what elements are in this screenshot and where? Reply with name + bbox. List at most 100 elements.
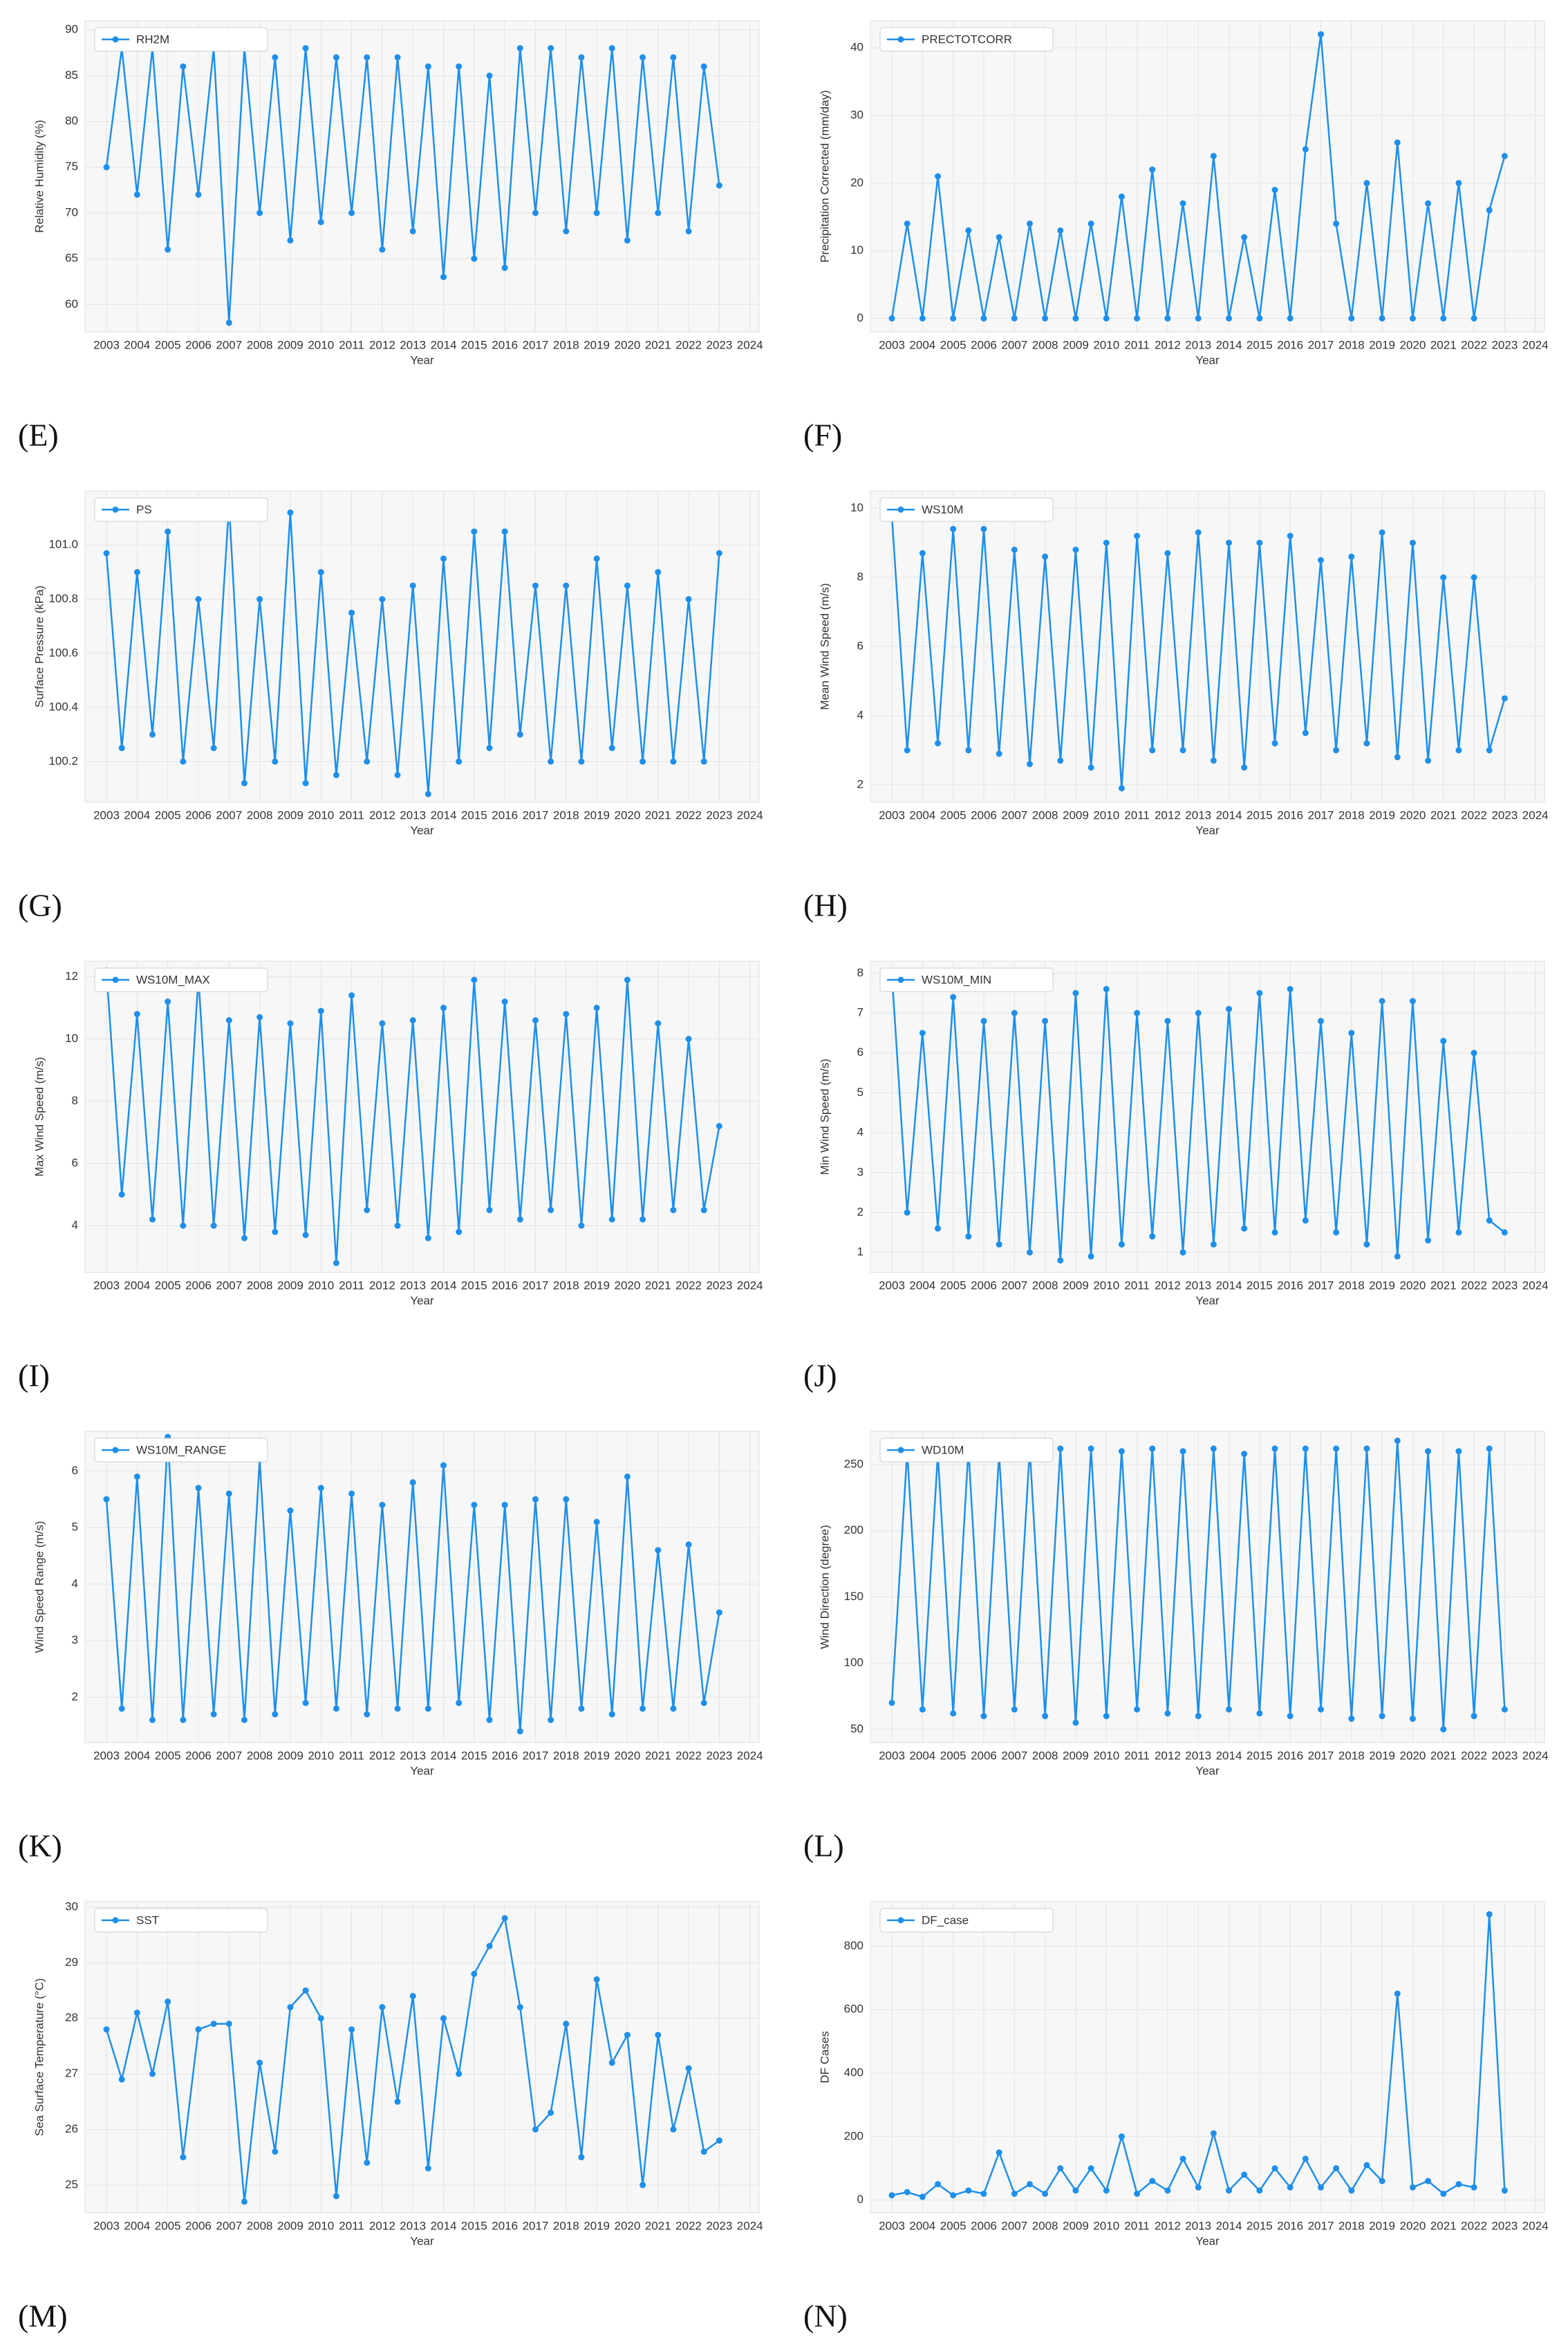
x-tick-label: 2005 (940, 1749, 967, 1762)
data-point (532, 1017, 539, 1023)
data-point (364, 758, 371, 765)
data-point (935, 2181, 941, 2188)
data-point (1455, 1448, 1462, 1455)
data-point (1088, 220, 1094, 227)
data-point (655, 1020, 662, 1027)
y-axis-label: Wind Speed Range (m/s) (32, 1521, 46, 1653)
data-point (700, 1207, 707, 1214)
x-tick-label: 2017 (1308, 1279, 1334, 1292)
x-tick-label: 2010 (1093, 2219, 1119, 2232)
x-tick-label: 2018 (553, 1749, 579, 1762)
y-tick-label: 0 (857, 311, 864, 324)
data-point (1072, 315, 1079, 322)
y-tick-label: 10 (850, 243, 864, 257)
x-tick-label: 2006 (971, 808, 997, 821)
data-point (1149, 2178, 1156, 2184)
data-point (1195, 315, 1202, 322)
data-point (394, 54, 401, 61)
y-tick-label: 7 (857, 1005, 864, 1019)
x-tick-label: 2008 (1032, 808, 1058, 821)
legend-box (94, 27, 268, 52)
x-tick-label: 2021 (1430, 2219, 1457, 2232)
y-tick-label: 6 (72, 1156, 78, 1169)
data-point (685, 596, 692, 603)
x-tick-label: 2007 (216, 1749, 242, 1762)
x-tick-label: 2019 (584, 1279, 610, 1292)
data-point (1440, 574, 1447, 581)
data-point (456, 1700, 463, 1707)
y-tick-label: 6 (72, 1464, 78, 1477)
x-tick-label: 2024 (1522, 2219, 1549, 2232)
data-point (1011, 315, 1018, 322)
data-point (210, 2021, 217, 2027)
legend-box (94, 1438, 268, 1463)
data-point (1210, 2130, 1217, 2137)
data-point (1333, 747, 1340, 754)
data-point (1394, 139, 1401, 146)
x-tick-label: 2006 (185, 1749, 212, 1762)
x-tick-label: 2019 (1369, 808, 1395, 821)
data-point (118, 1191, 125, 1198)
data-point (118, 745, 125, 752)
x-axis-label: Year (1195, 353, 1220, 366)
x-tick-label: 2016 (1277, 1279, 1303, 1292)
x-tick-label: 2014 (431, 808, 457, 821)
y-tick-label: 150 (844, 1590, 864, 1603)
data-point (1088, 1253, 1094, 1260)
y-tick-label: 25 (65, 2178, 78, 2191)
data-point (700, 758, 707, 765)
x-tick-label: 2004 (124, 338, 150, 351)
x-tick-label: 2020 (1400, 338, 1426, 351)
data-point (1287, 1713, 1294, 1720)
data-point (980, 1713, 987, 1720)
data-point (1072, 2187, 1079, 2194)
data-point (1118, 785, 1125, 792)
y-axis-label: Mean Wind Speed (m/s) (818, 583, 831, 709)
data-point (424, 2165, 431, 2172)
x-tick-label: 2009 (277, 2219, 304, 2232)
y-tick-label: 3 (72, 1633, 78, 1646)
data-point (1179, 747, 1186, 754)
x-tick-label: 2023 (1491, 1749, 1518, 1762)
x-tick-label: 2006 (185, 338, 212, 351)
data-point (935, 740, 941, 747)
data-point (1409, 2184, 1416, 2191)
data-point (1256, 315, 1263, 322)
plot-area (870, 20, 1545, 333)
data-point (424, 1705, 431, 1712)
caption: (H) (803, 888, 848, 923)
data-point (424, 1235, 431, 1241)
data-point (624, 1473, 631, 1480)
data-point (608, 1216, 615, 1223)
data-point (1134, 1010, 1141, 1016)
data-point (1394, 1990, 1401, 1997)
data-point (1425, 1448, 1432, 1455)
data-point (593, 1005, 600, 1011)
y-tick-label: 3 (857, 1165, 864, 1178)
x-tick-label: 2020 (615, 1749, 641, 1762)
x-tick-label: 2022 (675, 1749, 702, 1762)
data-point (1271, 187, 1278, 194)
data-point (655, 210, 662, 216)
data-point (195, 596, 202, 603)
data-point (640, 758, 646, 765)
x-tick-label: 2014 (1216, 1279, 1242, 1292)
data-point (1317, 1018, 1324, 1025)
data-point (317, 2015, 324, 2022)
data-point (1088, 764, 1094, 771)
x-tick-label: 2021 (645, 808, 671, 821)
data-point (1164, 1710, 1171, 1717)
data-point (624, 582, 631, 589)
y-tick-label: 100.8 (48, 592, 78, 605)
data-point (1425, 757, 1432, 764)
x-tick-label: 2008 (1032, 1749, 1058, 1762)
data-point (1302, 146, 1309, 153)
data-point (716, 1123, 722, 1129)
data-point (501, 1915, 508, 1922)
data-point (409, 1479, 416, 1486)
data-point (904, 220, 911, 227)
y-axis-label: Precipitation Corrected (mm/day) (818, 90, 831, 262)
x-tick-label: 2014 (1216, 808, 1242, 821)
legend-box (94, 1908, 268, 1933)
x-tick-label: 2006 (185, 808, 212, 821)
